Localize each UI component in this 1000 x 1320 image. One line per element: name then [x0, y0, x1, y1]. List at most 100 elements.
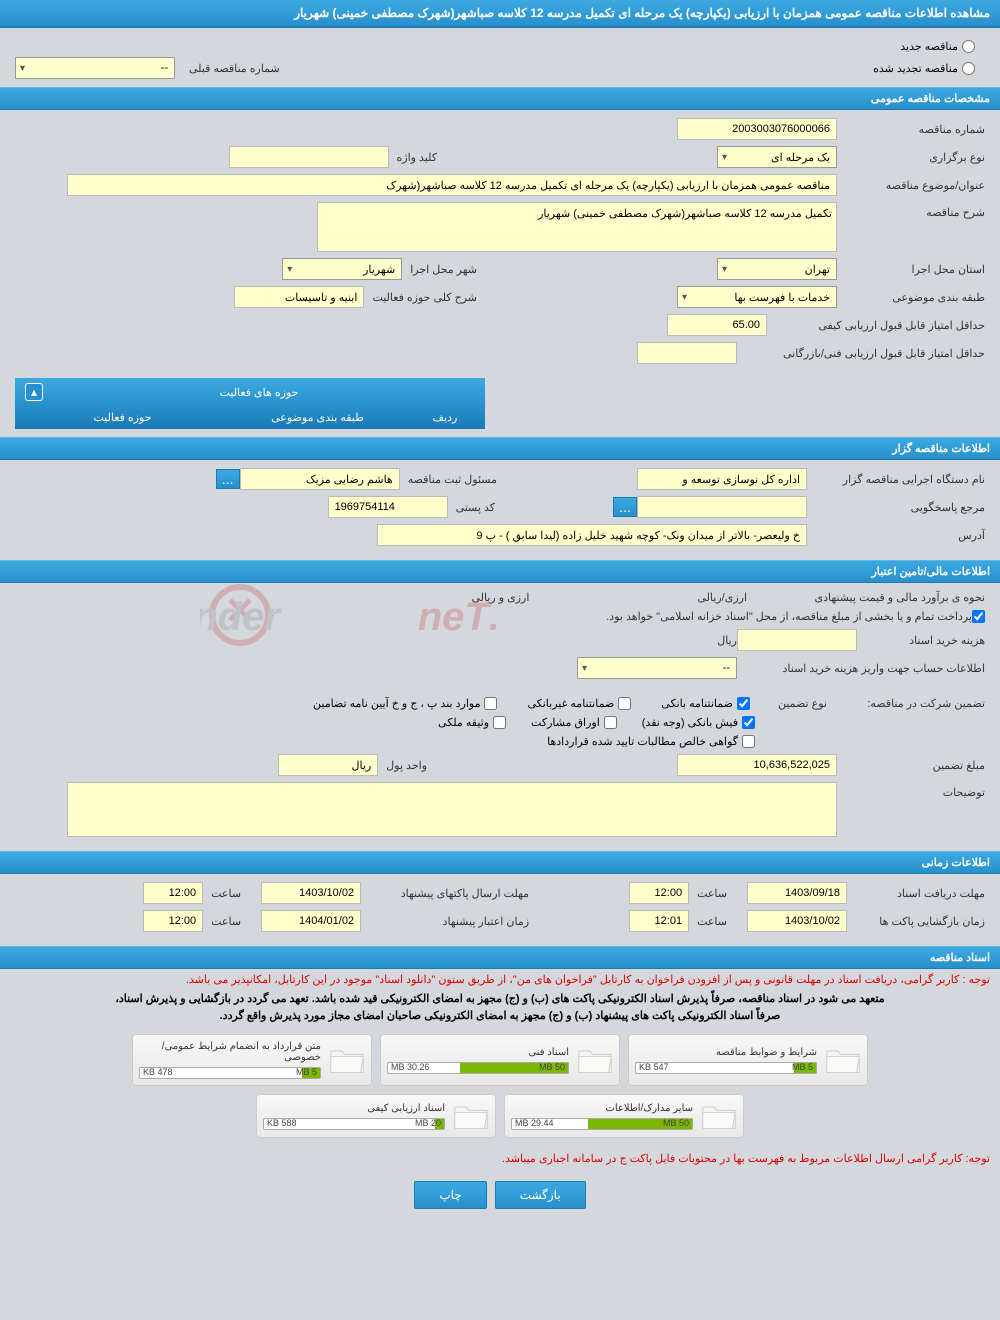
- radio-renewed-tender[interactable]: مناقصه تجدید شده: [873, 62, 975, 75]
- financial-section: نحوه ی برآورد مالی و قیمت پیشنهادی ارزی/…: [0, 583, 1000, 851]
- category-label: طبقه بندی موضوعی: [845, 291, 985, 304]
- province-label: استان محل اجرا: [845, 263, 985, 276]
- radio-renewed-input[interactable]: [962, 62, 975, 75]
- file-info: اسناد فنی50 MB30.26 MB: [387, 1047, 569, 1074]
- activity-table-cols: ردیف طبقه بندی موضوعی حوزه فعالیت: [15, 406, 485, 429]
- file-info: متن قرارداد به انضمام شرایط عمومی/خصوصی5…: [139, 1041, 321, 1079]
- keyword-field[interactable]: [229, 146, 389, 168]
- registrar-lookup-btn[interactable]: ...: [216, 469, 240, 489]
- min-quality-field[interactable]: 65.00: [667, 314, 767, 336]
- description-label: شرح مناقصه: [845, 202, 985, 219]
- folder-icon: [701, 1101, 737, 1131]
- envelope-open-date[interactable]: 1403/10/02: [747, 910, 847, 932]
- cb-property[interactable]: وثیقه ملکی: [438, 716, 506, 729]
- amount-label: مبلغ تضمین: [845, 759, 985, 772]
- min-tech-field[interactable]: [637, 342, 737, 364]
- category-dropdown[interactable]: خدمات با فهرست بها: [677, 286, 837, 308]
- notice-black-1: متعهد می شود در اسناد مناقصه، صرفاً پذیر…: [0, 990, 1000, 1007]
- prev-number-dropdown[interactable]: --: [15, 57, 175, 79]
- notice-red-2: توجه: کاربر گرامی ارسال اطلاعات مربوط به…: [0, 1148, 1000, 1169]
- payment-note-checkbox[interactable]: [972, 610, 985, 623]
- activity-table-header: حوزه های فعالیت ▴: [15, 378, 485, 406]
- keyword-label: کلید واژه: [397, 151, 437, 164]
- tender-number-label: شماره مناقصه: [845, 123, 985, 136]
- notes-textarea[interactable]: [67, 782, 837, 837]
- button-row: بازگشت چاپ: [0, 1169, 1000, 1221]
- doc-receive-time[interactable]: 12:00: [629, 882, 689, 904]
- folder-icon: [577, 1045, 613, 1075]
- doc-cost-field[interactable]: [737, 629, 857, 651]
- col-row: ردیف: [415, 411, 475, 424]
- folder-icon: [825, 1045, 861, 1075]
- section-documents-header: اسناد مناقصه: [0, 946, 1000, 969]
- estimate-val: ارزی/ریالی: [697, 591, 747, 604]
- file-name: سایر مدارک/اطلاعات: [511, 1103, 693, 1114]
- section-financial-header: اطلاعات مالی/تامین اعتبار: [0, 560, 1000, 583]
- cb-securities[interactable]: اوراق مشارکت: [531, 716, 617, 729]
- amount-field[interactable]: 10,636,522,025: [677, 754, 837, 776]
- file-card[interactable]: سایر مدارک/اطلاعات50 MB29.44 MB: [504, 1094, 744, 1138]
- section-organizer-header: اطلاعات مناقصه گزار: [0, 437, 1000, 460]
- file-name: شرایط و ضوابط مناقصه: [635, 1047, 817, 1058]
- tender-number-field: 2003003076000066: [677, 118, 837, 140]
- notice-black-2: صرفاً اسناد الکترونیکی پاکت های پیشنهاد …: [0, 1007, 1000, 1024]
- ref-field[interactable]: [637, 496, 807, 518]
- cb-regulations[interactable]: موارد بند پ ، ج و خ آیین نامه تضامین: [313, 697, 497, 710]
- collapse-icon[interactable]: ▴: [25, 383, 43, 401]
- file-card[interactable]: متن قرارداد به انضمام شرایط عمومی/خصوصی5…: [132, 1034, 372, 1086]
- doc-receive-date[interactable]: 1403/09/18: [747, 882, 847, 904]
- time-label-4: ساعت: [211, 915, 241, 928]
- city-dropdown[interactable]: شهریار: [282, 258, 402, 280]
- proposal-send-time[interactable]: 12:00: [143, 882, 203, 904]
- section-timing-header: اطلاعات زمانی: [0, 851, 1000, 874]
- documents-section: توجه : کاربر گرامی، دریافت اسناد در مهلت…: [0, 969, 1000, 1169]
- ref-label: مرجع پاسخگویی: [815, 501, 985, 514]
- subject-label: عنوان/موضوع مناقصه: [845, 179, 985, 192]
- col-activity: حوزه فعالیت: [25, 411, 220, 424]
- province-dropdown[interactable]: تهران: [717, 258, 837, 280]
- guarantee-label: تضمین شرکت در مناقصه:: [835, 697, 985, 710]
- registrar-label: مسئول ثبت مناقصه: [408, 473, 497, 486]
- file-card[interactable]: شرایط و ضوابط مناقصه5 MB547 KB: [628, 1034, 868, 1086]
- cb-contract-cert[interactable]: گواهی خالص مطالبات تایید شده قراردادها: [547, 735, 755, 748]
- prev-number-label: شماره مناقصه قبلی: [189, 62, 280, 75]
- timing-section: مهلت دریافت اسناد 1403/09/18 ساعت 12:00 …: [0, 874, 1000, 946]
- file-card[interactable]: اسناد فنی50 MB30.26 MB: [380, 1034, 620, 1086]
- back-button[interactable]: بازگشت: [495, 1181, 586, 1209]
- print-button[interactable]: چاپ: [414, 1181, 486, 1209]
- ref-lookup-btn[interactable]: ...: [613, 497, 637, 517]
- cb-nonbank[interactable]: ضمانتنامه غیربانکی: [527, 697, 631, 710]
- file-progress: 5 MB478 KB: [139, 1067, 321, 1079]
- holding-type-dropdown[interactable]: یک مرحله ای: [717, 146, 837, 168]
- proposal-send-date[interactable]: 1403/10/02: [261, 882, 361, 904]
- address-field[interactable]: خ ولیعصر- بالاتر از میدان ونک- کوچه شهید…: [377, 524, 807, 546]
- tender-type-section: مناقصه جدید مناقصه تجدید شده شماره مناقص…: [0, 28, 1000, 87]
- radio-new-label: مناقصه جدید: [900, 40, 958, 53]
- radio-new-input[interactable]: [962, 40, 975, 53]
- envelope-open-time[interactable]: 12:01: [629, 910, 689, 932]
- file-card[interactable]: اسناد ارزیابی کیفی20 MB588 KB: [256, 1094, 496, 1138]
- radio-new-tender[interactable]: مناقصه جدید: [900, 40, 975, 53]
- guarantee-type-label: نوع تضمین: [778, 697, 827, 710]
- file-info: اسناد ارزیابی کیفی20 MB588 KB: [263, 1103, 445, 1130]
- currency-type: ارزی و ریالی: [471, 591, 529, 604]
- account-info-dropdown[interactable]: --: [577, 657, 737, 679]
- proposal-validity-time[interactable]: 12:00: [143, 910, 203, 932]
- doc-cost-unit: ریال: [717, 634, 737, 647]
- proposal-validity-date[interactable]: 1404/01/02: [261, 910, 361, 932]
- doc-receive-label: مهلت دریافت اسناد: [855, 887, 985, 900]
- payment-note: پرداخت تمام و یا بخشی از مبلغ مناقصه، از…: [606, 610, 972, 623]
- file-info: شرایط و ضوابط مناقصه5 MB547 KB: [635, 1047, 817, 1074]
- postal-field[interactable]: 1969754114: [328, 496, 448, 518]
- cb-bank-guarantee[interactable]: ضمانتنامه بانکی: [661, 697, 750, 710]
- envelope-open-label: زمان بازگشایی پاکت ها: [855, 915, 985, 928]
- description-textarea[interactable]: تکمیل مدرسه 12 کلاسه صباشهر(شهرک مصطفی خ…: [317, 202, 837, 252]
- holding-type-label: نوع برگزاری: [845, 151, 985, 164]
- city-label: شهر محل اجرا: [410, 263, 477, 276]
- file-progress: 20 MB588 KB: [263, 1118, 445, 1130]
- activity-field: ابنیه و تاسیسات: [234, 286, 364, 308]
- subject-field[interactable]: مناقصه عمومی همزمان با ارزیابی (یکپارچه)…: [67, 174, 837, 196]
- proposal-validity-label: زمان اعتبار پیشنهاد: [369, 915, 529, 928]
- organizer-section: نام دستگاه اجرایی مناقصه گزار اداره کل ن…: [0, 460, 1000, 560]
- cb-bank-receipt[interactable]: فیش بانکی (وجه نقد): [642, 716, 755, 729]
